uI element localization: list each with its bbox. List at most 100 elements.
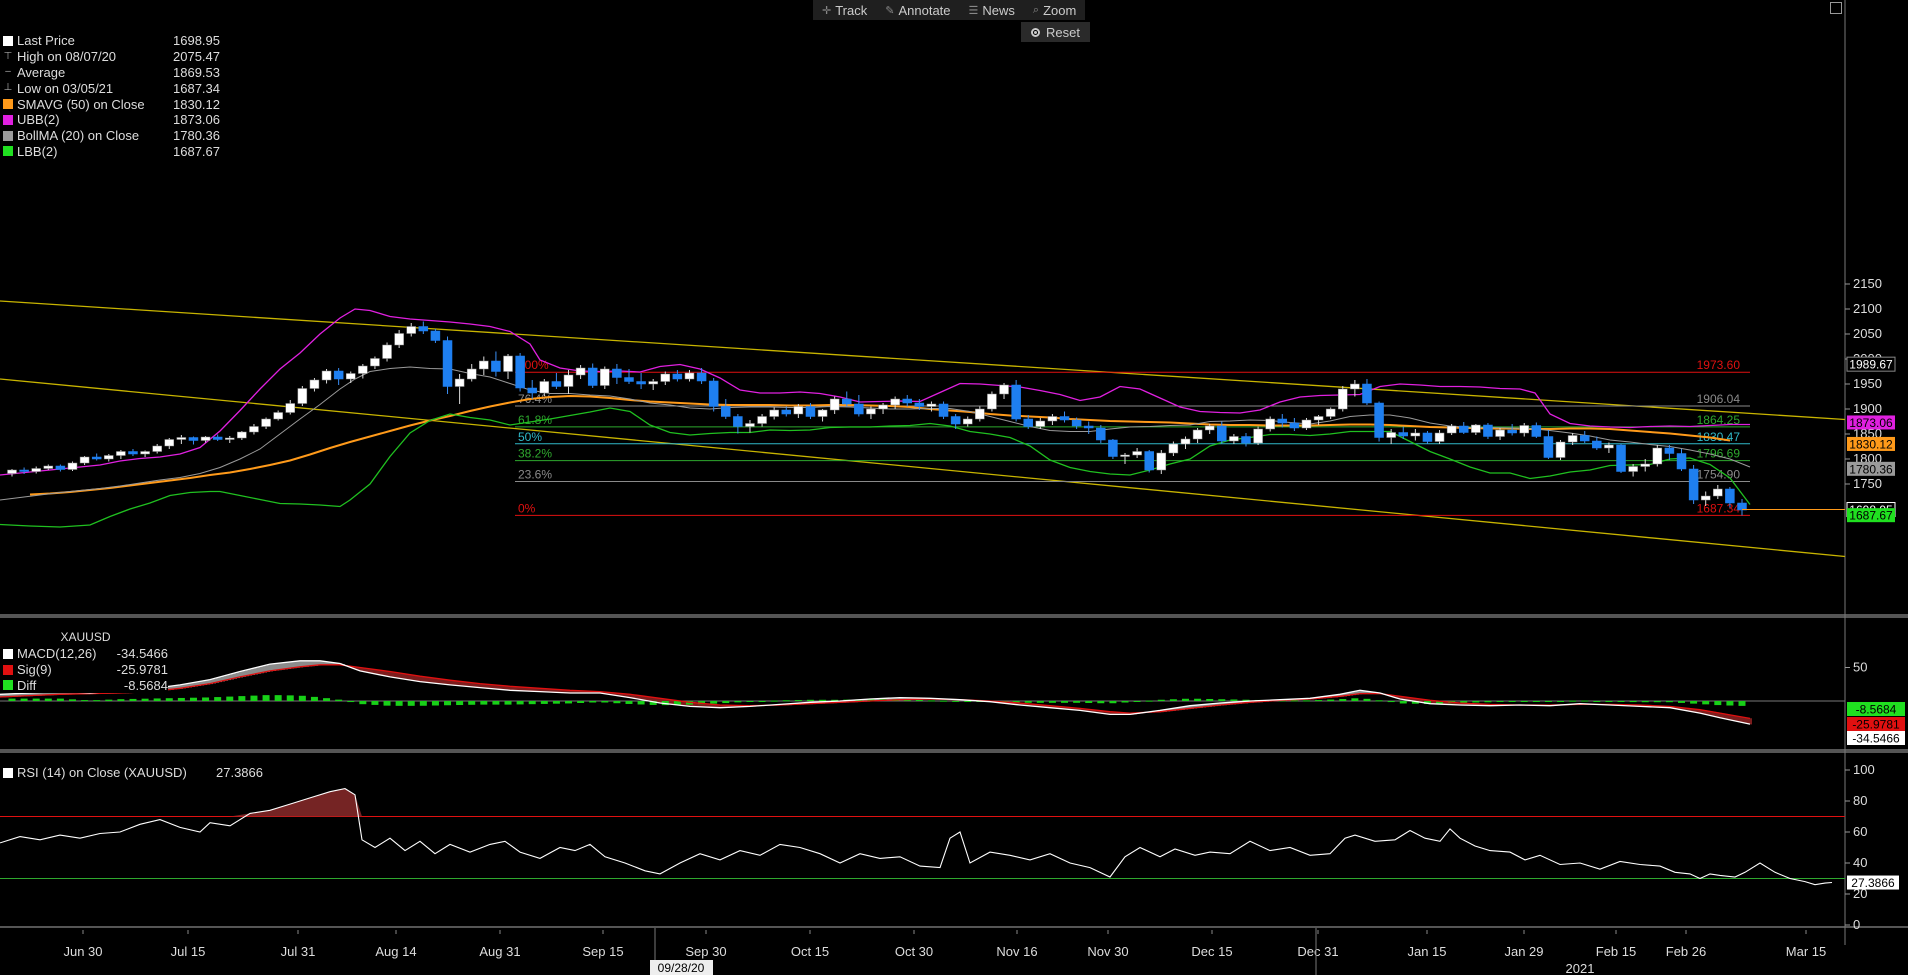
candle-up xyxy=(1325,408,1336,417)
candle-down xyxy=(491,360,501,372)
macd-area xyxy=(534,687,537,692)
candle-up xyxy=(394,333,404,346)
macd-area xyxy=(426,677,429,683)
macd-hist-bar xyxy=(1714,701,1722,706)
macd-area xyxy=(612,692,615,696)
macd-hist-bar xyxy=(1097,701,1105,704)
macd-area xyxy=(1017,702,1020,706)
macd-hist-bar xyxy=(1169,699,1177,701)
legend-row-ubb: UBB(2) 1873.06 xyxy=(3,112,220,128)
legend-value: -25.9781 xyxy=(116,662,168,678)
macd-area xyxy=(36,692,39,696)
macd-area xyxy=(330,662,333,666)
macd-hist-bar xyxy=(1508,701,1516,702)
macd-area xyxy=(642,695,645,701)
macd-area xyxy=(1725,713,1728,720)
x-tick-label: Nov 16 xyxy=(996,944,1037,959)
macd-area xyxy=(540,688,543,693)
candle-down xyxy=(950,416,961,425)
macd-area xyxy=(531,687,534,692)
macd-area xyxy=(495,684,498,690)
price-legend: Last Price 1698.95 ⊤ High on 08/07/20 2075.4… xyxy=(3,33,220,160)
y-tick-label: 2100 xyxy=(1853,301,1882,316)
macd-area xyxy=(186,683,189,688)
candle-down xyxy=(212,436,223,440)
legend-row-last: Last Price 1698.95 xyxy=(3,33,220,49)
legend-row-high: ⊤ High on 08/07/20 2075.47 xyxy=(3,49,220,65)
reset-button[interactable]: Reset xyxy=(1021,22,1090,42)
macd-area xyxy=(1122,712,1125,715)
news-icon: ☰ xyxy=(968,4,979,17)
candle-down xyxy=(636,381,646,385)
macd-area xyxy=(1371,691,1374,695)
macd-area xyxy=(276,663,279,671)
candle-up xyxy=(321,370,332,381)
macd-area xyxy=(309,660,312,667)
candle-up xyxy=(104,455,114,460)
macd-area xyxy=(591,691,594,694)
candle-up xyxy=(563,374,574,387)
macd-hist-bar xyxy=(540,701,548,704)
macd-hist-bar xyxy=(262,695,270,701)
macd-area xyxy=(288,662,291,669)
window-icon[interactable] xyxy=(1830,2,1842,14)
macd-area xyxy=(1470,703,1473,706)
macd-area xyxy=(420,676,423,683)
macd-area xyxy=(498,685,501,690)
macd-area xyxy=(30,692,33,697)
macd-hist-bar xyxy=(1472,701,1480,703)
macd-area xyxy=(1077,708,1080,711)
macd-area xyxy=(1032,704,1035,707)
macd-area xyxy=(1410,697,1413,702)
macd-hist-bar xyxy=(371,701,379,705)
candle-up xyxy=(1192,429,1203,440)
annotate-button[interactable]: ✎ Annotate xyxy=(876,0,960,20)
candle-up xyxy=(1604,444,1614,449)
macd-hist-bar xyxy=(1399,701,1407,704)
macd-area xyxy=(393,671,396,678)
candle-down xyxy=(781,409,792,415)
macd-hist-bar xyxy=(1569,700,1577,702)
macd-area xyxy=(453,680,456,686)
macd-area xyxy=(894,697,897,701)
macd-area xyxy=(1398,696,1401,699)
candle-down xyxy=(721,406,731,417)
macd-hist-bar xyxy=(903,699,911,701)
news-label: News xyxy=(982,2,1015,18)
macd-hist-bar xyxy=(1133,701,1141,702)
track-button[interactable]: ✛ Track xyxy=(813,0,877,20)
macd-area xyxy=(1392,695,1395,698)
candle-up xyxy=(769,409,779,417)
macd-area xyxy=(1023,703,1026,706)
zoom-button[interactable]: ⌕ Zoom xyxy=(1023,0,1086,20)
candle-up xyxy=(345,373,356,380)
macd-area xyxy=(279,663,282,671)
average-marker-icon: – xyxy=(5,66,11,78)
macd-area xyxy=(585,690,588,694)
macd-area xyxy=(564,689,567,694)
candle-up xyxy=(116,451,126,456)
candle-up xyxy=(454,378,465,387)
macd-line xyxy=(0,660,1751,725)
macd-hist-bar xyxy=(565,701,573,704)
macd-area xyxy=(1059,706,1062,710)
legend-row-avg: – Average 1869.53 xyxy=(3,65,220,81)
macd-area xyxy=(1197,705,1200,709)
macd-area xyxy=(306,660,309,667)
candle-up xyxy=(1168,443,1179,454)
candle-up xyxy=(987,393,997,410)
candle-down xyxy=(1096,427,1106,441)
macd-area xyxy=(360,667,363,672)
macd-area xyxy=(366,668,369,673)
macd-area xyxy=(1011,702,1014,705)
macd-area xyxy=(579,690,582,694)
candle-down xyxy=(805,406,816,417)
macd-hist-bar xyxy=(1544,701,1552,702)
candle-up xyxy=(466,368,477,380)
macd-area xyxy=(234,673,237,679)
candle-up xyxy=(1301,419,1312,429)
macd-area xyxy=(729,705,732,708)
macd-area xyxy=(486,684,489,689)
news-button[interactable]: ☰ News xyxy=(959,0,1024,20)
